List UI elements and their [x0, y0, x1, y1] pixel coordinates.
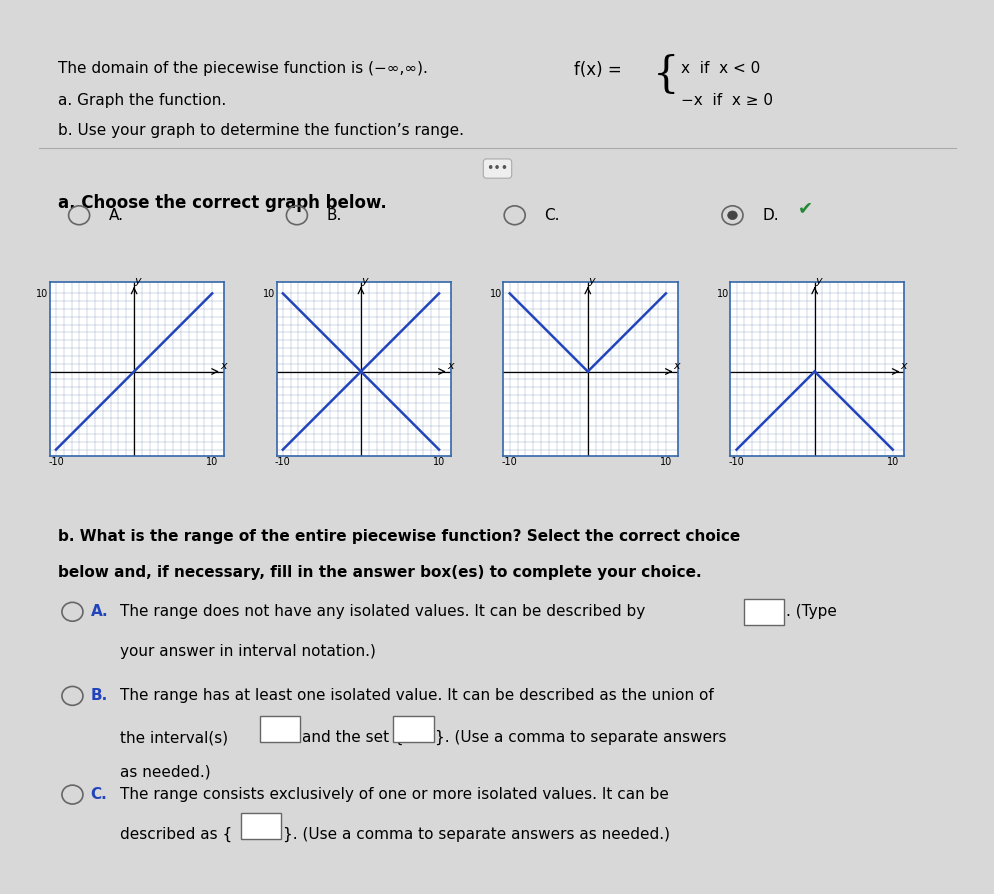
Text: {: { [652, 54, 679, 96]
Text: }. (Use a comma to separate answers: }. (Use a comma to separate answers [435, 730, 727, 746]
Text: y: y [814, 275, 821, 285]
Text: y: y [587, 275, 594, 285]
FancyBboxPatch shape [259, 716, 299, 742]
Text: and the set {: and the set { [301, 730, 403, 746]
Text: The range does not have any isolated values. It can be described by: The range does not have any isolated val… [120, 604, 645, 620]
Text: −x  if  x ≥ 0: −x if x ≥ 0 [680, 93, 772, 108]
Text: . (Type: . (Type [785, 604, 836, 620]
Text: The range consists exclusively of one or more isolated values. It can be: The range consists exclusively of one or… [120, 787, 668, 802]
Text: The domain of the piecewise function is (−∞,∞).: The domain of the piecewise function is … [58, 61, 427, 76]
Text: B.: B. [90, 688, 107, 704]
Text: B.: B. [326, 207, 342, 223]
Text: x: x [446, 361, 453, 371]
Text: x: x [220, 361, 227, 371]
Text: a. Graph the function.: a. Graph the function. [58, 93, 226, 108]
Text: the interval(s): the interval(s) [120, 730, 228, 746]
Text: C.: C. [90, 787, 107, 802]
Text: D.: D. [761, 207, 778, 223]
Text: A.: A. [90, 604, 108, 620]
Text: your answer in interval notation.): your answer in interval notation.) [120, 645, 376, 660]
Text: }. (Use a comma to separate answers as needed.): }. (Use a comma to separate answers as n… [282, 827, 669, 842]
Text: y: y [361, 275, 368, 285]
Text: as needed.): as needed.) [120, 764, 211, 780]
Text: x: x [673, 361, 680, 371]
Text: b. Use your graph to determine the function’s range.: b. Use your graph to determine the funct… [58, 122, 463, 138]
FancyBboxPatch shape [241, 814, 280, 839]
Text: b. What is the range of the entire piecewise function? Select the correct choice: b. What is the range of the entire piece… [58, 528, 740, 544]
Text: A.: A. [108, 207, 123, 223]
Text: f(x) =: f(x) = [574, 61, 621, 79]
Text: x: x [900, 361, 907, 371]
Text: below and, if necessary, fill in the answer box(es) to complete your choice.: below and, if necessary, fill in the ans… [58, 565, 701, 579]
Text: a. Choose the correct graph below.: a. Choose the correct graph below. [58, 194, 387, 212]
Text: The range has at least one isolated value. It can be described as the union of: The range has at least one isolated valu… [120, 688, 714, 704]
FancyBboxPatch shape [744, 599, 783, 625]
Text: y: y [134, 275, 141, 285]
Text: x  if  x < 0: x if x < 0 [680, 61, 759, 76]
Text: C.: C. [544, 207, 560, 223]
FancyBboxPatch shape [393, 716, 433, 742]
Circle shape [727, 211, 737, 220]
Text: ✔: ✔ [796, 199, 812, 217]
Text: •••: ••• [486, 162, 508, 175]
Text: described as {: described as { [120, 827, 233, 842]
